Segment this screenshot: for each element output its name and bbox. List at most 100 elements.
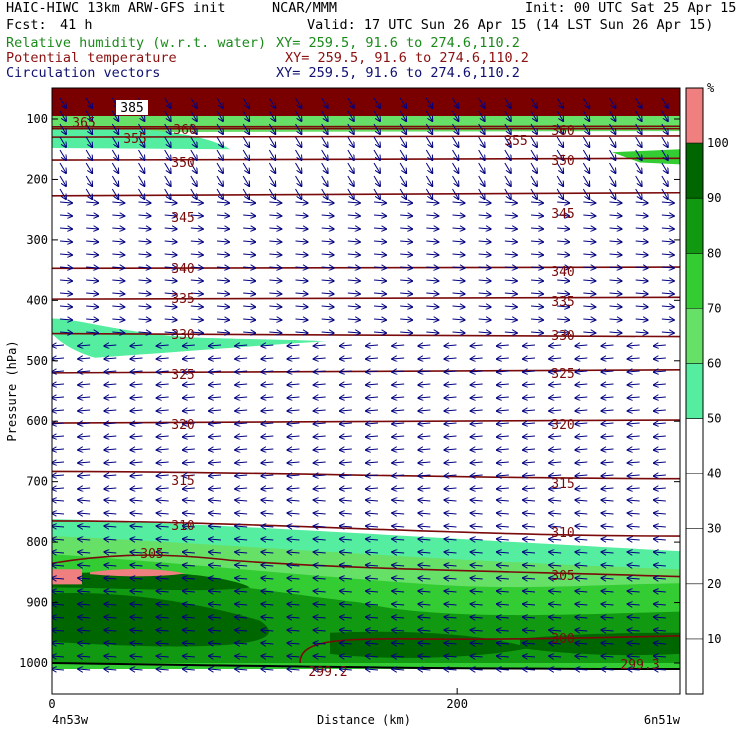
rh-region-mid-tongue (52, 318, 326, 358)
vector-arrow (654, 578, 666, 579)
vector-arrow (366, 539, 379, 540)
vector-arrow (530, 162, 537, 173)
vector-arrow (549, 371, 562, 372)
vector-arrow (602, 539, 614, 540)
vector-arrow (112, 293, 124, 294)
rh-region-upper-lobe (52, 127, 230, 150)
chart-title: HAIC-HIWC 13km ARW-GFS init (6, 0, 226, 16)
vector-arrow (209, 423, 222, 424)
vector-arrow (392, 436, 405, 437)
vector-arrow (609, 267, 622, 268)
vector-arrow (418, 539, 431, 540)
vector-arrow (131, 384, 143, 385)
vector-arrow (288, 475, 300, 476)
vector-arrow (575, 410, 588, 411)
vector-arrow (347, 280, 360, 281)
vector-arrow (628, 500, 640, 501)
vector-arrow (138, 254, 151, 255)
vector-arrow (340, 423, 352, 424)
vector-arrow (609, 149, 616, 160)
vector-arrow (104, 526, 117, 527)
vector-arrow (104, 423, 117, 424)
vector-arrow (661, 162, 668, 173)
vector-arrow (366, 488, 379, 489)
vector-arrow (235, 410, 248, 411)
vector-arrow (183, 423, 195, 424)
vector-arrow (190, 332, 203, 333)
vector-arrow (190, 228, 203, 229)
vector-arrow (366, 669, 379, 670)
vector-arrow (373, 123, 380, 134)
vector-arrow (373, 332, 386, 333)
vector-arrow (504, 267, 517, 268)
vector-arrow (549, 462, 562, 463)
vector-arrow (602, 488, 614, 489)
vector-arrow (661, 319, 674, 320)
vector-arrow (635, 123, 642, 134)
vector-arrow (131, 656, 143, 657)
vector-arrow (243, 202, 255, 203)
vector-arrow (549, 630, 562, 631)
vector-arrow (261, 526, 274, 527)
vector-arrow (530, 215, 543, 216)
vector-arrow (52, 397, 65, 398)
vector-arrow (295, 162, 302, 173)
vector-arrow (242, 97, 249, 108)
vector-arrow (104, 539, 117, 540)
vector-arrow (549, 539, 562, 540)
vector-arrow (530, 123, 537, 134)
vector-arrow (183, 617, 195, 618)
vector-arrow (549, 513, 562, 514)
vector-arrow (209, 669, 222, 670)
vector-arrow (523, 565, 536, 566)
vector-arrow (366, 423, 379, 424)
vector-arrow (243, 280, 255, 281)
vector-arrow (523, 397, 536, 398)
vector-arrow (366, 513, 379, 514)
vector-arrow (549, 345, 562, 346)
vector-arrow (628, 630, 640, 631)
vector-arrow (131, 630, 143, 631)
vector-arrow (661, 306, 674, 307)
vector-arrow (288, 565, 300, 566)
vector-arrow (445, 656, 457, 657)
vector-arrow (321, 241, 334, 242)
vector-arrow (530, 188, 537, 199)
theta-labels: 385 365 360 360 355 355 350 350 345 345 340 340 335 3… (72, 100, 660, 680)
vector-arrow (157, 526, 169, 527)
vector-arrow (654, 436, 666, 437)
vector-arrow (478, 215, 491, 216)
vector-arrow (261, 475, 274, 476)
vector-arrow (575, 475, 588, 476)
theta-label-325-0: 325 (171, 368, 194, 383)
vector-arrow (235, 643, 248, 644)
rh-region-upper-right (612, 149, 680, 165)
vector-arrow (602, 617, 614, 618)
vector-arrow (445, 397, 457, 398)
vector-arrow (347, 306, 360, 307)
colorbar-label-40: 40 (707, 467, 721, 481)
vector-arrow (209, 488, 222, 489)
theta-label-320-0: 320 (171, 418, 194, 433)
vector-arrow (340, 617, 352, 618)
vector-arrow (157, 500, 169, 501)
vector-arrow (261, 591, 274, 592)
vector-arrow (314, 500, 326, 501)
vector-arrow (418, 552, 431, 553)
vector-arrow (288, 449, 300, 450)
vector-arrow (425, 110, 432, 121)
vector-arrow (261, 656, 274, 657)
vector-arrow (243, 215, 255, 216)
vector-arrow (268, 188, 275, 199)
vector-arrow (452, 162, 459, 173)
vector-arrow (478, 175, 485, 186)
vector-arrow (392, 462, 405, 463)
vector-arrow (295, 97, 302, 108)
vector-arrow (583, 215, 595, 216)
colorbar-unit: % (707, 81, 715, 95)
vector-arrow (523, 449, 536, 450)
theta-label-350-0: 350 (171, 156, 194, 171)
vector-arrow (497, 656, 509, 657)
colorbar: 10 20 30 40 50 60 70 80 90 100 (685, 87, 729, 695)
vector-arrow (471, 591, 483, 592)
